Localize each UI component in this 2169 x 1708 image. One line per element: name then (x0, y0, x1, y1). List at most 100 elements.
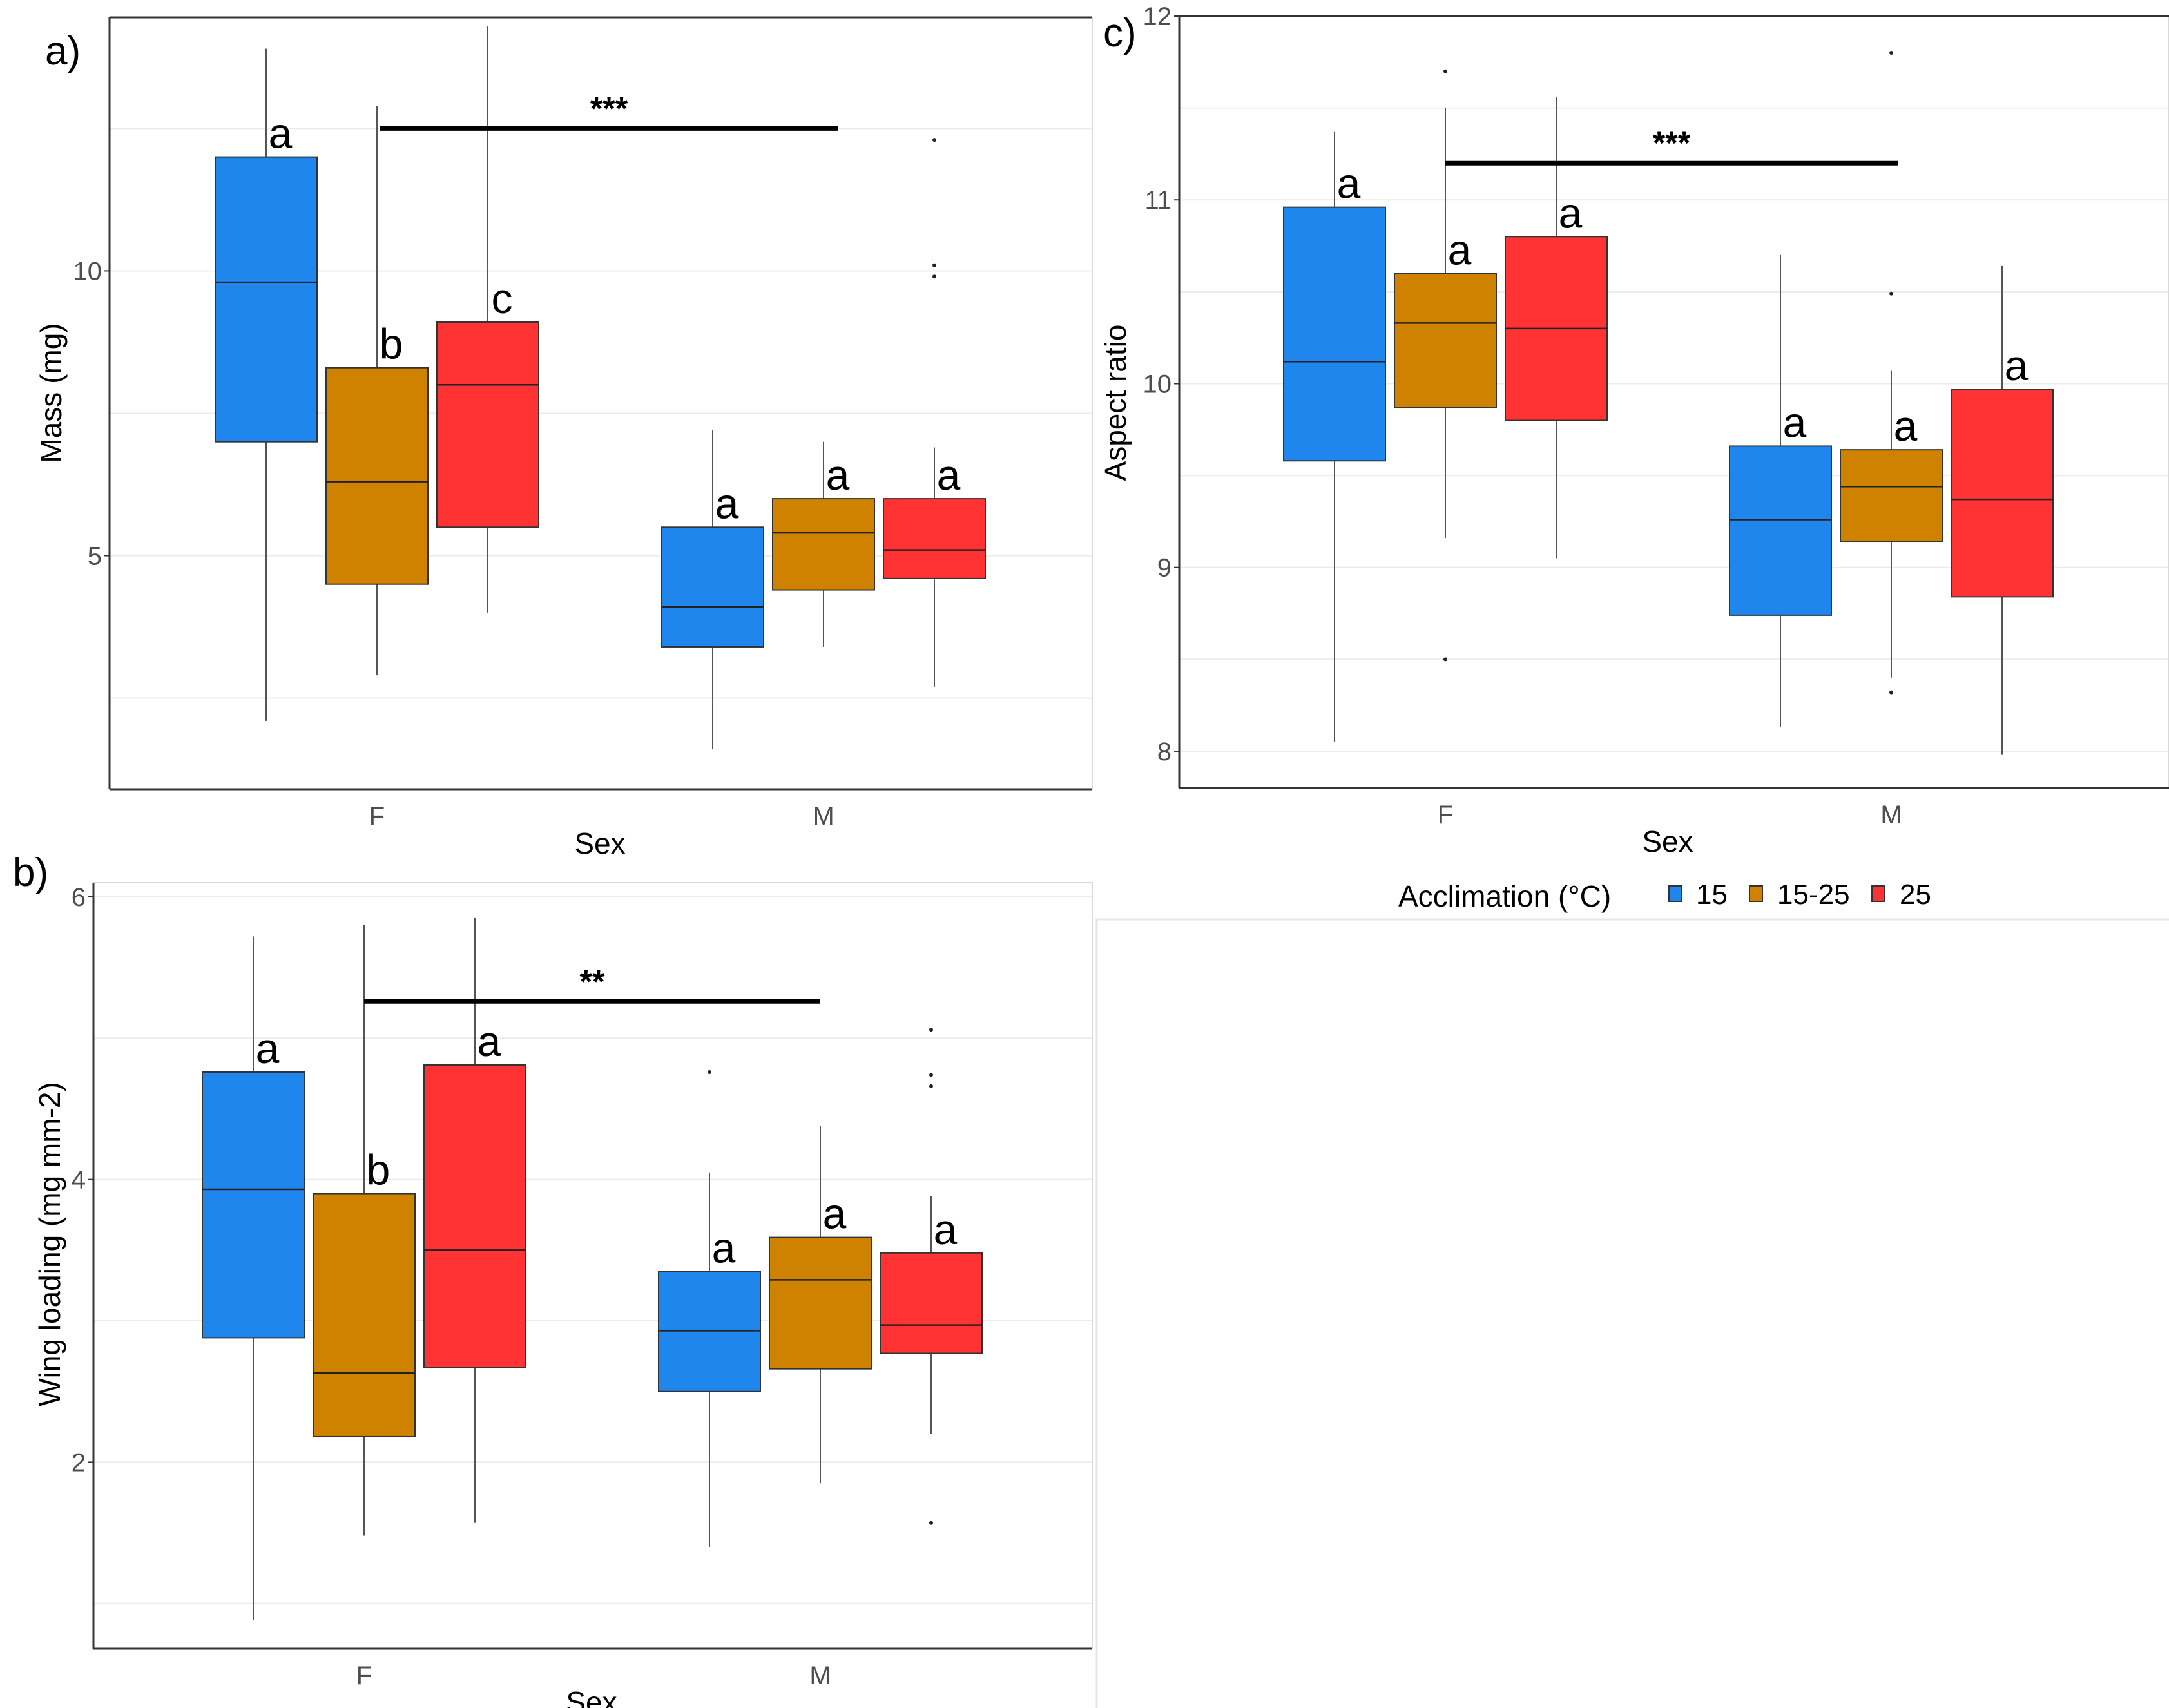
panel-c-y-title: Aspect ratio (1099, 325, 1132, 481)
panel-a-significance-label: *** (590, 90, 628, 126)
panel-a-M-25-outlier-0 (932, 138, 936, 142)
panel-a-M-25-outlier-1 (932, 263, 936, 267)
panel-b-significance: ** (364, 963, 820, 1004)
panel-b-M-25-outlier-1 (929, 1073, 933, 1077)
panel-b-y-title: Wing loading (mg mm-2) (33, 1082, 66, 1406)
panel-a-M-25-letter: a (937, 451, 961, 499)
panel-b-x-tick-F: F (356, 1662, 372, 1690)
panel-b-y-ticks: 2 4 6 (72, 883, 93, 1477)
panel-c-x-tick-M: M (1880, 801, 1902, 829)
panel-c-y-tick-10: 10 (1143, 370, 1172, 398)
panel-b-y-tick-2: 2 (72, 1448, 86, 1477)
panel-b-F-15-25-box (313, 1193, 416, 1437)
panel-a-F-15-letter: a (269, 110, 293, 157)
panel-a-F-15-25-box (325, 367, 429, 585)
panel-c-M-15-letter: a (1783, 398, 1807, 446)
panel-a-frame (108, 16, 1093, 791)
panel-c-significance-label: *** (1653, 125, 1691, 161)
legend-label-15-25: 15-25 (1777, 879, 1850, 910)
panel-a-boxes: a a b a c a (215, 26, 986, 750)
panel-a-y-tick-5: 5 (88, 542, 102, 571)
legend: Acclimation (°C) 15 15-25 25 (1398, 879, 1931, 913)
panel-b-label: b) (13, 850, 48, 895)
panel-b-significance-label: ** (580, 963, 605, 999)
panel-c-M-15-25-outlier-2 (1889, 690, 1893, 695)
panel-c-F-15-letter: a (1337, 160, 1361, 207)
panel-b-M-25-outlier-3 (929, 1521, 933, 1525)
legend-label-25: 25 (1900, 879, 1931, 910)
panel-a-label: a) (45, 29, 81, 73)
panel-b-M-25-outlier-2 (929, 1084, 933, 1088)
panel-a-x-tick-F: F (369, 802, 385, 830)
panel-a-y-ticks: 5 10 (73, 257, 110, 571)
panel-b-M-15-letter: a (712, 1223, 736, 1271)
legend-item-15-25: 15-25 (1749, 879, 1850, 910)
panel-c-y-tick-11: 11 (1144, 186, 1171, 215)
panel-c-label: c) (1103, 11, 1137, 55)
legend-title: Acclimation (°C) (1398, 879, 1611, 913)
panel-c-x-tick-F: F (1438, 801, 1453, 829)
panel-b-y-tick-4: 4 (72, 1166, 86, 1195)
panel-a-x-title: Sex (574, 827, 625, 860)
panel-c-M-15-box (1729, 445, 1832, 616)
panel-a-M-25-box (883, 498, 986, 579)
panel-c-y-ticks: 8 9 10 11 12 (1143, 3, 1179, 766)
legend-key-15-25 (1749, 885, 1763, 902)
panel-c-frame (1178, 15, 2169, 789)
panel-c-F-15-box (1283, 206, 1386, 462)
panel-b-M-25-outlier-0 (929, 1028, 933, 1032)
panel-a-M-15-25-letter: a (826, 451, 850, 499)
panel-b-F-25-letter: a (477, 1017, 501, 1065)
panel-b-boxes: a a b a a a (202, 917, 983, 1621)
panel-c-F-15-25-letter: a (1448, 225, 1472, 273)
panel-c-F-15-25-outlier-0 (1443, 69, 1447, 73)
panel-b-F-25-box (423, 1064, 526, 1368)
panel-b-x-title: Sex (566, 1685, 617, 1708)
panel-c-M-15-25-box (1840, 449, 1943, 542)
panel-b-M-25-letter: a (934, 1205, 958, 1253)
panel-a-x-tick-M: M (813, 802, 834, 830)
panel-a-M-15-box (661, 526, 764, 648)
panel-c-y-tick-9: 9 (1157, 554, 1171, 582)
panel-c-M-25-box (1951, 389, 2054, 598)
panel-c-M-25-letter: a (2005, 341, 2029, 389)
legend-item-15: 15 (1668, 879, 1728, 910)
panel-c-M-15-25-outlier-1 (1889, 291, 1893, 296)
panel-b-y-tick-6: 6 (72, 883, 86, 912)
panel-a-F-25-box (436, 321, 539, 528)
panel-c-F-15-25-box (1394, 273, 1497, 408)
panel-c-y-tick-12: 12 (1143, 3, 1172, 31)
legend-item-25: 25 (1871, 879, 1931, 910)
panel-c-y-tick-8: 8 (1157, 738, 1171, 766)
panel-c-M-15-25-letter: a (1894, 402, 1918, 450)
panel-b-F-15-letter: a (256, 1024, 280, 1072)
panel-a-significance: *** (380, 90, 838, 131)
panel-b-x-tick-M: M (809, 1662, 831, 1690)
legend-label-15: 15 (1696, 879, 1728, 910)
panel-a-M-25-outlier-2 (932, 274, 936, 279)
panel-b-frame (92, 882, 1093, 1650)
panel-b-M-15-outlier-0 (708, 1070, 711, 1074)
panel-a-M-15-letter: a (715, 479, 739, 527)
legend-key-25 (1871, 885, 1885, 902)
panel-a-y-tick-10: 10 (73, 257, 102, 285)
panel-b-F-15-box (202, 1071, 305, 1339)
panel-c-F-15-25-outlier-1 (1443, 657, 1447, 662)
panel-c-M-15-25-outlier-0 (1889, 51, 1893, 55)
panel-c-significance: *** (1445, 125, 1898, 166)
panel-b-M-25-box (880, 1252, 983, 1354)
panel-a-F-15-box (215, 156, 318, 443)
panel-a-F-15-25-letter: b (380, 320, 403, 368)
panel-a-y-title: Mass (mg) (34, 323, 68, 463)
legend-key-15 (1668, 885, 1682, 902)
panel-c-boxes: a a a a a a (1283, 51, 2054, 755)
panel-c-F-25-letter: a (1559, 189, 1583, 236)
panel-b-M-15-25-letter: a (823, 1190, 847, 1238)
panel-b-M-15-25-box (769, 1236, 872, 1370)
